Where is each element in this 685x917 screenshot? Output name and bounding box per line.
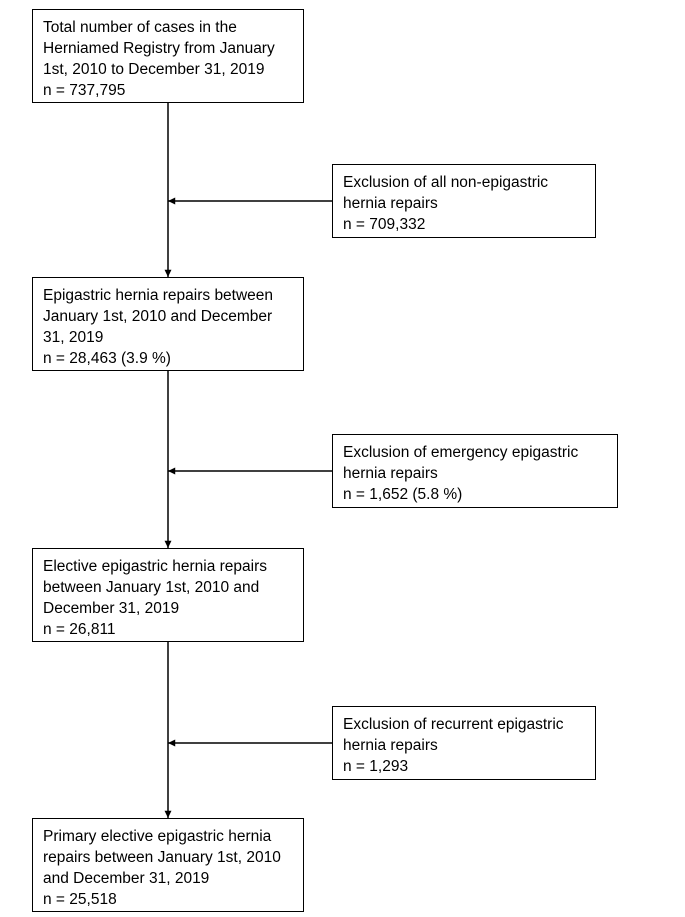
node-text-line: repairs between January 1st, 2010: [43, 848, 293, 869]
node-text-line: Exclusion of recurrent epigastric: [343, 715, 585, 736]
flowchart-node-n2: Exclusion of all non-epigastrichernia re…: [332, 164, 596, 238]
node-text-line: Elective epigastric hernia repairs: [43, 557, 293, 578]
node-text-line: Exclusion of emergency epigastric: [343, 443, 607, 464]
node-text-line: December 31, 2019: [43, 599, 293, 620]
flowchart-node-n7: Primary elective epigastric herniarepair…: [32, 818, 304, 912]
node-text-line: n = 1,293: [343, 757, 585, 778]
node-text-line: n = 709,332: [343, 215, 585, 236]
node-text-line: n = 25,518: [43, 890, 293, 911]
node-text-line: January 1st, 2010 and December: [43, 307, 293, 328]
flowchart-edge: [158, 361, 178, 558]
node-text-line: n = 737,795: [43, 81, 293, 102]
flowchart-node-n1: Total number of cases in theHerniamed Re…: [32, 9, 304, 103]
flowchart-node-n3: Epigastric hernia repairs betweenJanuary…: [32, 277, 304, 371]
node-text-line: n = 28,463 (3.9 %): [43, 349, 293, 370]
node-text-line: 31, 2019: [43, 328, 293, 349]
flowchart-edge: [158, 93, 178, 287]
flowchart-node-n4: Exclusion of emergency epigastrichernia …: [332, 434, 618, 508]
flowchart-node-n6: Exclusion of recurrent epigastrichernia …: [332, 706, 596, 780]
node-text-line: between January 1st, 2010 and: [43, 578, 293, 599]
flowchart-edge: [158, 733, 342, 753]
node-text-line: hernia repairs: [343, 194, 585, 215]
node-text-line: n = 26,811: [43, 620, 293, 641]
node-text-line: Primary elective epigastric hernia: [43, 827, 293, 848]
flowchart-edge: [158, 191, 342, 211]
node-text-line: Exclusion of all non-epigastric: [343, 173, 585, 194]
node-text-line: 1st, 2010 to December 31, 2019: [43, 60, 293, 81]
node-text-line: Total number of cases in the: [43, 18, 293, 39]
node-text-line: hernia repairs: [343, 736, 585, 757]
node-text-line: and December 31, 2019: [43, 869, 293, 890]
node-text-line: hernia repairs: [343, 464, 607, 485]
node-text-line: Epigastric hernia repairs between: [43, 286, 293, 307]
node-text-line: n = 1,652 (5.8 %): [343, 485, 607, 506]
flowchart-edge: [158, 632, 178, 828]
flowchart-edge: [158, 461, 342, 481]
node-text-line: Herniamed Registry from January: [43, 39, 293, 60]
flowchart-node-n5: Elective epigastric hernia repairsbetwee…: [32, 548, 304, 642]
